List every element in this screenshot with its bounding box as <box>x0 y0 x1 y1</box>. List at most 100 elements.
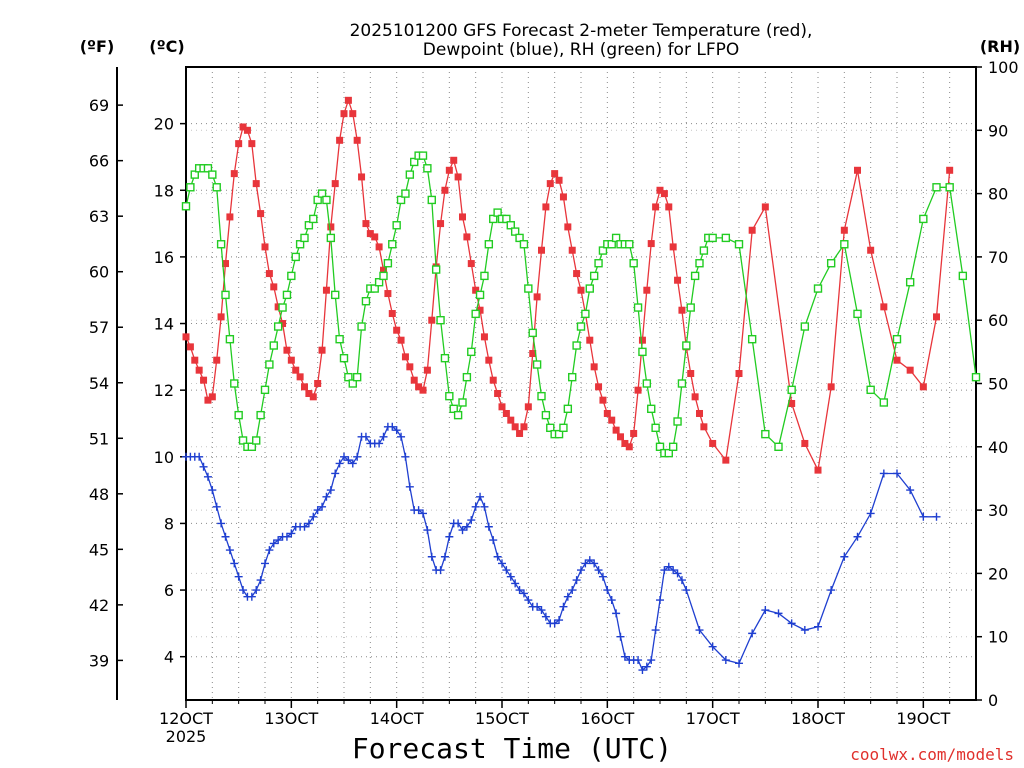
data-point-marker <box>257 210 265 218</box>
data-point-marker <box>945 183 954 192</box>
data-point-marker <box>230 170 238 178</box>
data-point-marker <box>401 452 410 461</box>
data-point-marker <box>454 519 463 528</box>
data-point-marker <box>357 322 366 331</box>
celsius-tick-label: 6 <box>164 581 174 600</box>
x-year-label: 2025 <box>166 727 207 746</box>
data-point-marker <box>699 246 709 255</box>
data-point-marker <box>621 439 629 447</box>
data-point-marker <box>472 286 480 294</box>
data-point-marker <box>708 233 717 243</box>
data-point-marker <box>450 156 458 164</box>
data-point-marker <box>226 213 234 221</box>
chart-title-line-1: 2025101200 GFS Forecast 2-meter Temperat… <box>350 21 813 41</box>
data-point-marker <box>906 486 915 495</box>
data-point-marker <box>686 303 695 312</box>
data-point-marker <box>458 398 467 407</box>
data-point-marker <box>700 423 708 431</box>
data-point-marker <box>225 334 235 344</box>
data-point-marker <box>427 195 436 205</box>
data-point-marker <box>336 136 344 144</box>
data-point-marker <box>379 271 388 281</box>
data-point-marker <box>344 372 353 382</box>
data-point-marker <box>414 506 423 515</box>
data-point-marker <box>607 240 616 249</box>
data-point-marker <box>331 290 340 300</box>
data-point-marker <box>371 233 379 241</box>
data-point-marker <box>392 221 401 230</box>
data-point-marker <box>375 243 383 251</box>
rh-tick-label: 60 <box>988 311 1008 330</box>
data-point-marker <box>664 562 673 571</box>
data-point-marker <box>774 609 783 618</box>
data-point-marker <box>554 429 564 439</box>
data-point-marker <box>800 322 810 331</box>
data-point-marker <box>260 385 270 395</box>
data-point-marker <box>665 203 673 211</box>
data-point-marker <box>638 336 646 344</box>
data-point-marker <box>313 195 322 205</box>
data-point-marker <box>559 193 567 201</box>
celsius-axis-unit: (ºC) <box>149 37 184 56</box>
data-point-marker <box>542 203 550 211</box>
data-point-marker <box>326 233 336 243</box>
data-point-marker <box>506 221 515 230</box>
data-point-marker <box>216 240 226 249</box>
data-point-marker <box>643 286 651 294</box>
data-point-marker <box>880 303 888 311</box>
data-point-marker <box>559 602 568 611</box>
data-point-marker <box>234 572 243 581</box>
data-point-marker <box>401 189 410 198</box>
data-point-marker <box>453 410 463 420</box>
data-point-marker <box>265 270 273 278</box>
data-point-marker <box>304 221 314 230</box>
series-dewpoint <box>182 422 941 675</box>
data-point-marker <box>353 452 362 461</box>
data-point-marker <box>208 170 217 179</box>
data-point-marker <box>932 512 941 521</box>
data-point-marker <box>397 336 405 344</box>
data-point-marker <box>203 164 213 173</box>
fahrenheit-tick-label: 63 <box>89 207 109 226</box>
data-point-marker <box>213 356 221 364</box>
data-point-marker <box>431 265 441 274</box>
data-point-marker <box>370 284 379 293</box>
data-point-marker <box>721 233 731 243</box>
data-point-marker <box>305 389 313 397</box>
data-point-marker <box>314 380 322 387</box>
data-point-marker <box>655 442 665 451</box>
data-point-marker <box>208 486 217 495</box>
data-point-marker <box>879 398 889 407</box>
data-point-marker <box>747 334 757 344</box>
data-point-marker <box>787 385 796 395</box>
data-point-marker <box>538 246 545 254</box>
data-point-marker <box>879 469 888 478</box>
data-point-marker <box>677 576 686 585</box>
data-point-marker <box>182 333 190 341</box>
data-point-marker <box>440 353 450 363</box>
data-point-marker <box>677 379 687 388</box>
celsius-tick-label: 16 <box>154 248 174 267</box>
data-point-marker <box>572 576 581 585</box>
data-point-marker <box>647 404 656 414</box>
data-point-marker <box>585 556 594 565</box>
data-point-marker <box>405 482 414 491</box>
data-point-marker <box>722 456 730 464</box>
data-point-marker <box>309 214 318 224</box>
data-point-marker <box>541 410 551 420</box>
data-point-marker <box>283 346 291 354</box>
data-point-marker <box>586 336 594 344</box>
data-point-marker <box>462 372 472 382</box>
data-point-marker <box>353 136 361 144</box>
series-line <box>186 426 937 672</box>
data-point-marker <box>585 284 594 293</box>
data-point-marker <box>190 170 199 179</box>
data-point-marker <box>638 666 647 675</box>
data-point-marker <box>581 309 590 319</box>
data-point-marker <box>642 379 652 388</box>
data-point-marker <box>840 552 849 561</box>
data-point-marker <box>826 259 836 268</box>
data-point-marker <box>559 423 568 433</box>
data-point-marker <box>695 259 704 268</box>
data-point-marker <box>362 220 370 228</box>
